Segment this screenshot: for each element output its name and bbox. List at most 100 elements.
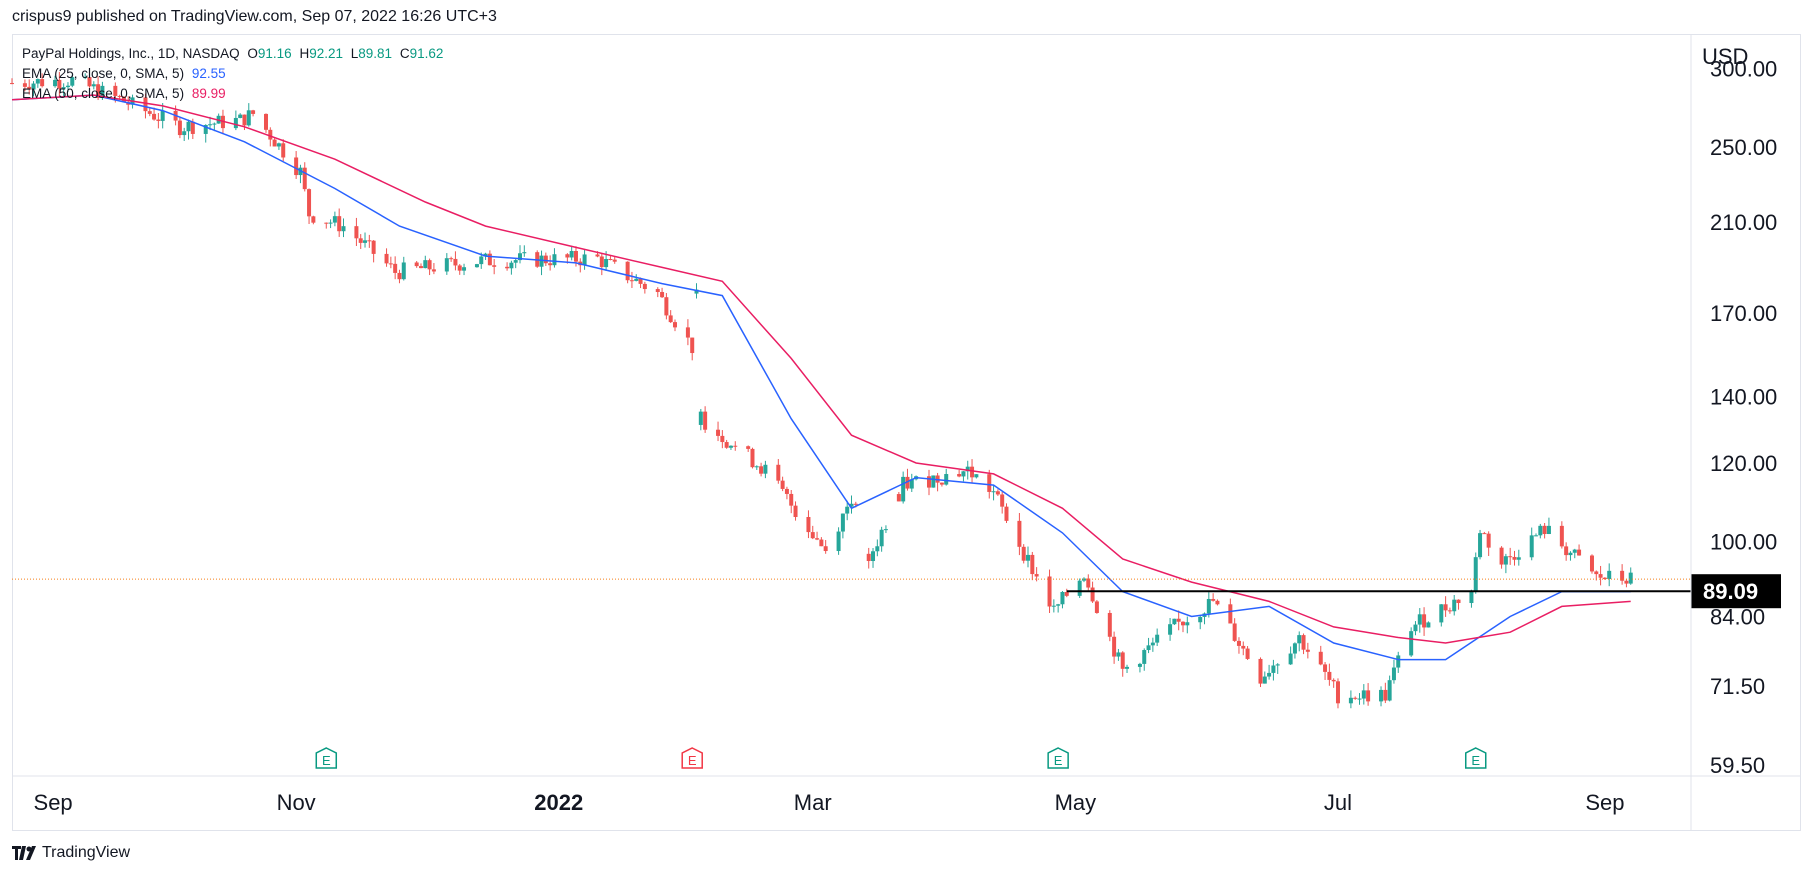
candle[interactable] xyxy=(1486,531,1491,556)
candle[interactable] xyxy=(57,71,62,97)
candle[interactable] xyxy=(35,78,40,88)
candle[interactable] xyxy=(182,127,187,141)
candle[interactable] xyxy=(1086,574,1091,591)
candle[interactable] xyxy=(539,250,544,276)
candle[interactable] xyxy=(629,271,634,288)
candle[interactable] xyxy=(1051,599,1056,613)
candle[interactable] xyxy=(750,447,755,469)
candle[interactable] xyxy=(341,218,346,238)
candle[interactable] xyxy=(233,110,238,131)
candle[interactable] xyxy=(397,269,402,284)
candle[interactable] xyxy=(1508,547,1513,565)
candle[interactable] xyxy=(815,531,820,541)
candle[interactable] xyxy=(87,74,92,88)
candle[interactable] xyxy=(1348,690,1353,709)
candle[interactable] xyxy=(1443,596,1448,617)
candle[interactable] xyxy=(1206,592,1211,618)
candle[interactable] xyxy=(457,264,462,275)
candle[interactable] xyxy=(1357,693,1362,705)
candle[interactable] xyxy=(251,109,256,117)
candle[interactable] xyxy=(388,256,393,269)
candle[interactable] xyxy=(1150,637,1155,652)
candle[interactable] xyxy=(1305,642,1310,659)
candle[interactable] xyxy=(522,245,527,257)
candle[interactable] xyxy=(849,495,854,514)
candle[interactable] xyxy=(819,537,824,547)
candle[interactable] xyxy=(690,337,695,361)
candle[interactable] xyxy=(1482,531,1487,535)
candle[interactable] xyxy=(784,486,789,500)
candle[interactable] xyxy=(1620,564,1625,585)
candle[interactable] xyxy=(1034,567,1039,582)
candle[interactable] xyxy=(1168,617,1173,641)
candle[interactable] xyxy=(152,107,157,121)
candle[interactable] xyxy=(1417,608,1422,633)
candle[interactable] xyxy=(505,262,510,271)
candle[interactable] xyxy=(487,250,492,266)
legend-symbol-row[interactable]: PayPal Holdings, Inc., 1D, NASDAQ O91.16… xyxy=(22,44,443,64)
candle[interactable] xyxy=(117,94,122,99)
candle[interactable] xyxy=(728,445,733,450)
candle[interactable] xyxy=(1241,641,1246,656)
candle[interactable] xyxy=(935,472,940,492)
candle[interactable] xyxy=(83,73,88,80)
candle[interactable] xyxy=(901,471,906,504)
candle[interactable] xyxy=(462,263,467,276)
candle[interactable] xyxy=(939,482,944,487)
candle[interactable] xyxy=(1030,551,1035,581)
candle[interactable] xyxy=(70,74,75,88)
candle[interactable] xyxy=(1090,581,1095,603)
candle[interactable] xyxy=(1327,663,1332,686)
candle[interactable] xyxy=(268,127,273,147)
candle[interactable] xyxy=(1564,542,1569,561)
candle[interactable] xyxy=(1232,618,1237,642)
candle[interactable] xyxy=(716,421,721,442)
candle[interactable] xyxy=(1094,600,1099,614)
candle[interactable] xyxy=(518,245,523,264)
candle[interactable] xyxy=(578,258,583,273)
candle[interactable] xyxy=(754,465,759,471)
candle[interactable] xyxy=(685,319,690,346)
candle[interactable] xyxy=(276,142,281,150)
candle[interactable] xyxy=(238,113,243,119)
candle[interactable] xyxy=(1624,578,1629,588)
candle[interactable] xyxy=(638,277,643,289)
candle[interactable] xyxy=(1297,631,1302,652)
candle[interactable] xyxy=(354,217,359,247)
candle[interactable] xyxy=(1017,512,1022,556)
candle[interactable] xyxy=(1366,683,1371,706)
ema50-line[interactable] xyxy=(11,94,1631,644)
candle[interactable] xyxy=(810,525,815,540)
candle[interactable] xyxy=(302,162,307,192)
candle[interactable] xyxy=(896,491,901,502)
candle[interactable] xyxy=(776,459,781,484)
earnings-marker[interactable]: E xyxy=(315,747,338,769)
candle[interactable] xyxy=(926,469,931,496)
candle[interactable] xyxy=(1262,671,1267,684)
candle[interactable] xyxy=(1137,662,1142,673)
candle[interactable] xyxy=(845,500,850,521)
candle[interactable] xyxy=(1577,544,1582,556)
candle[interactable] xyxy=(793,501,798,521)
candle[interactable] xyxy=(879,526,884,552)
candle[interactable] xyxy=(1236,637,1241,654)
candle[interactable] xyxy=(1598,565,1603,586)
candle[interactable] xyxy=(1422,607,1427,636)
candle[interactable] xyxy=(31,81,36,97)
candle[interactable] xyxy=(1267,664,1272,680)
candle[interactable] xyxy=(40,73,45,88)
candle[interactable] xyxy=(311,215,316,225)
candle[interactable] xyxy=(363,232,368,248)
candle[interactable] xyxy=(1413,621,1418,636)
candle[interactable] xyxy=(298,164,303,184)
candle[interactable] xyxy=(1155,628,1160,647)
candle[interactable] xyxy=(1538,523,1543,539)
candle[interactable] xyxy=(177,117,182,139)
candle[interactable] xyxy=(548,255,553,271)
candle[interactable] xyxy=(1060,591,1065,609)
candle[interactable] xyxy=(840,513,845,539)
candle[interactable] xyxy=(27,79,32,95)
candle[interactable] xyxy=(1396,651,1401,673)
candle[interactable] xyxy=(384,248,389,267)
